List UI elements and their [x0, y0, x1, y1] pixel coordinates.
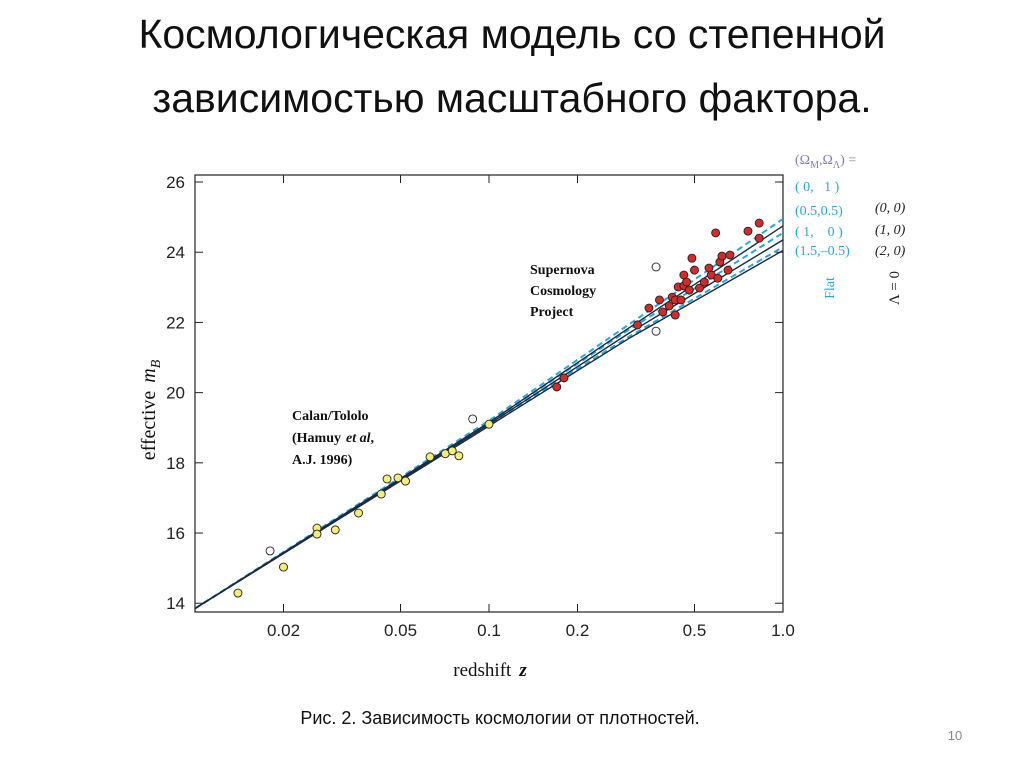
legend-label: ( 0, 1 )	[795, 180, 840, 195]
data-point	[690, 265, 699, 275]
legend-label: (0.5,0.5)	[795, 204, 843, 219]
flat-label: Flat	[823, 277, 838, 299]
y-tick-label: 24	[166, 243, 185, 262]
annotation-part: et al	[346, 431, 371, 446]
y-tick-label: 16	[166, 524, 185, 543]
data-point	[754, 233, 764, 243]
data-point	[233, 588, 243, 598]
annotation: Project	[530, 305, 574, 320]
data-point	[382, 474, 392, 484]
model-line	[195, 249, 783, 610]
y-tick-label: 14	[166, 594, 185, 613]
data-point	[699, 277, 709, 287]
y-tick-label: 26	[166, 173, 185, 192]
caption: Рис. 2. Зависимость космологии от плотно…	[300, 708, 699, 728]
data-point	[425, 452, 435, 462]
page-number: 10	[948, 728, 962, 743]
legend-label: (1.5,–0.5)	[795, 244, 850, 259]
data-point	[393, 473, 403, 483]
data-point	[658, 307, 668, 317]
legend-label: (0, 0)	[875, 201, 906, 216]
model-line	[195, 225, 783, 610]
data-point	[711, 228, 721, 238]
data-point	[354, 508, 364, 518]
data-point	[664, 301, 674, 311]
y-label-subscript: B	[149, 359, 164, 368]
x-tick-label: 0.5	[683, 621, 707, 640]
data-point	[312, 529, 322, 539]
data-point	[484, 419, 494, 429]
x-label-text: redshift	[453, 660, 512, 681]
data-point	[713, 273, 723, 283]
data-point	[468, 414, 478, 424]
plot-area	[195, 218, 783, 610]
legend-title-part: ) =	[840, 153, 856, 168]
legend-label: (1, 0)	[875, 223, 906, 238]
y-tick-label: 22	[166, 313, 185, 332]
data-point	[655, 295, 664, 305]
legend-title-part: Λ	[833, 160, 841, 171]
data-point	[401, 476, 410, 486]
data-point	[695, 283, 704, 293]
legend-label: (2, 0)	[875, 244, 906, 259]
data-point	[454, 451, 464, 461]
data-point	[633, 320, 642, 330]
legend-title-part: ,Ω	[819, 153, 833, 168]
legend-label: ( 1, 0 )	[795, 225, 843, 240]
y-label-text: effective	[138, 391, 160, 461]
data-point	[265, 546, 275, 556]
y-tick-label: 20	[166, 384, 185, 403]
x-axis-label: redshift z	[453, 660, 527, 681]
data-point	[682, 277, 692, 287]
x-tick-label: 0.05	[384, 621, 417, 640]
data-point	[684, 285, 694, 295]
data-point	[651, 262, 661, 272]
model-line	[195, 218, 783, 610]
annotation: Supernova	[530, 263, 595, 278]
x-tick-label: 0.2	[566, 621, 590, 640]
lambda-label: Λ = 0	[887, 271, 903, 305]
data-point	[676, 295, 686, 305]
y-label-symbol: m	[138, 368, 160, 382]
annotation-part: ,	[371, 431, 375, 446]
data-point	[651, 326, 661, 336]
annotation: Calan/Tololo	[292, 409, 369, 424]
data-point	[723, 265, 733, 275]
data-point	[644, 303, 654, 313]
data-point	[743, 226, 753, 236]
annotation: (Hamuy et al,	[292, 431, 374, 446]
data-point	[725, 250, 735, 260]
annotation: A.J. 1996)	[292, 453, 353, 468]
annotation: Cosmology	[530, 284, 596, 299]
data-point	[552, 382, 562, 392]
data-point	[670, 310, 680, 320]
data-point	[687, 253, 697, 263]
annotation-part: A.J. 1996)	[292, 453, 353, 468]
slide-title: Космологическая модель со степенной	[138, 11, 885, 57]
x-tick-label: 0.1	[477, 621, 501, 640]
annotation-part: Calan/Tololo	[292, 409, 369, 424]
data-point	[376, 489, 386, 499]
data-point	[447, 446, 457, 456]
annotation-part: (Hamuy	[292, 431, 341, 446]
legend-title-part: (Ω	[795, 153, 810, 168]
model-line	[195, 239, 783, 610]
data-point	[717, 251, 727, 261]
x-tick-label: 1.0	[771, 621, 795, 640]
legend-title-part: M	[810, 160, 819, 171]
plot-frame	[194, 174, 784, 613]
y-tick-label: 18	[166, 454, 185, 473]
data-point	[279, 562, 288, 572]
data-point	[754, 218, 764, 228]
data-point	[330, 525, 340, 535]
x-tick-label: 0.02	[267, 621, 300, 640]
data-point	[559, 373, 569, 383]
legend-title: (ΩM,ΩΛ) =	[795, 153, 856, 171]
x-label-symbol: z	[518, 660, 527, 681]
y-axis-label: effective mB	[138, 359, 164, 460]
slide-title: зависимостью масштабного фактора.	[152, 75, 871, 121]
